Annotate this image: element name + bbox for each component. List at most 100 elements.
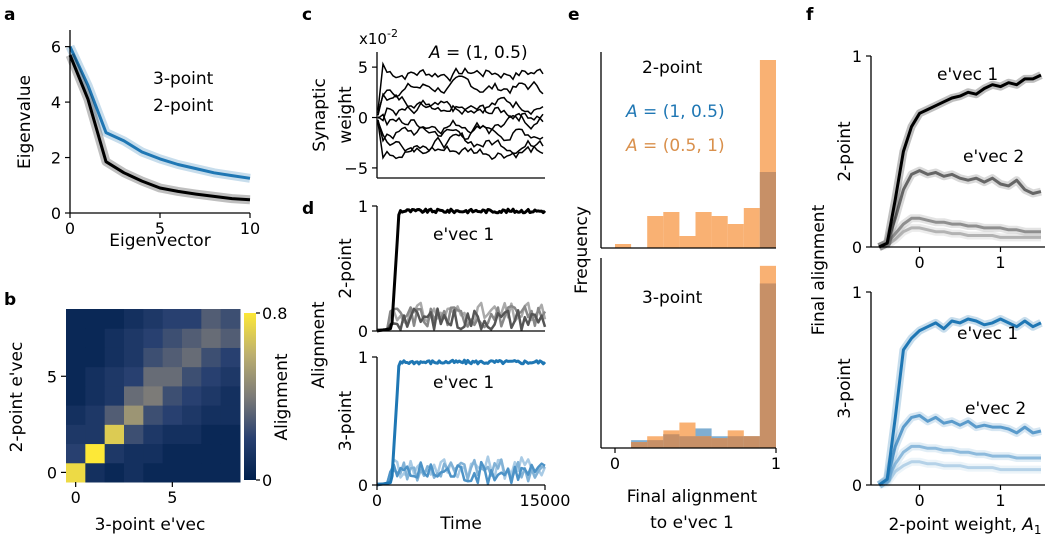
heatmap-cell: [104, 366, 125, 387]
heatmap-cell: [162, 385, 183, 406]
heatmap-cell: [66, 328, 86, 348]
e-2-point-bar-orange: [663, 212, 680, 248]
f-3-point-series-3: [878, 460, 1041, 487]
panel-label-b: b: [4, 290, 16, 310]
d-trace-2-point-1: [377, 307, 547, 332]
c-weight-trace: [377, 92, 544, 116]
a-x-label: Eigenvector: [109, 231, 210, 251]
heatmap-cell: [201, 443, 222, 464]
heatmap-cell: [201, 424, 222, 445]
heatmap-cell: [104, 347, 125, 368]
heatmap-cell: [66, 309, 86, 329]
a-legend-3point: 3-point: [153, 69, 214, 89]
f-y-label: Final alignment: [809, 204, 829, 335]
heatmap-cell: [124, 424, 144, 445]
heatmap-cell: [182, 309, 202, 329]
e-2-point-bar-orange: [743, 208, 760, 248]
b-colorbar-label: Alignment: [272, 353, 292, 440]
f-2-point-x-tick-label: 1: [995, 253, 1005, 272]
heatmap-cell: [85, 347, 106, 368]
b-colorbar-tick-label: 0.8: [262, 304, 287, 323]
e-2-point-bar-orange: [711, 216, 728, 248]
e-y-label: Frequency: [572, 206, 592, 294]
e-legend-2: A = (0.5, 1): [625, 136, 725, 156]
heatmap-cell: [143, 328, 164, 348]
heatmap-cell: [182, 462, 202, 483]
heatmap-cell: [85, 328, 106, 348]
e-3-point-bar-overlap: [759, 283, 776, 448]
heatmap-cell: [85, 366, 106, 387]
heatmap-cell: [220, 462, 241, 483]
f-3-point-x-tick-label: 1: [995, 491, 1005, 510]
e-x-label-line2: to e'vec 1: [650, 513, 734, 533]
heatmap-cell: [220, 309, 241, 329]
e-2-point-bar-orange: [679, 236, 696, 248]
e-3-point-bar-overlap: [743, 436, 760, 448]
e-legend-1: A = (1, 0.5): [625, 102, 725, 122]
heatmap-cell: [104, 443, 125, 464]
heatmap-cell: [182, 443, 202, 464]
heatmap-cell: [162, 309, 183, 329]
e-3-point-bar-overlap: [711, 438, 728, 448]
e-3-point-bar-overlap: [679, 436, 696, 448]
c-weight-trace: [377, 122, 544, 161]
heatmap-cell: [124, 328, 144, 348]
heatmap-cell: [85, 443, 106, 464]
panel-e-histograms: 2-point 3-point A = (1, 0.5) A = (0.5, 1) 0 1…: [572, 52, 781, 533]
c-y-tick-label: −5: [344, 159, 368, 178]
a-y-tick-label: 6: [51, 38, 61, 57]
heatmap-cell: [85, 462, 106, 483]
e-2-point-title: 2-point: [642, 58, 703, 78]
heatmap-cell: [104, 309, 125, 329]
d-2-point-y-label: 2-point: [336, 238, 356, 299]
c-scale-label: x10-2: [359, 27, 398, 48]
heatmap-cell: [104, 462, 125, 483]
b-x-tick-label: 5: [167, 488, 177, 507]
e-2-point-bar-orange: [727, 224, 744, 248]
e-x-label-line1: Final alignment: [627, 487, 758, 507]
heatmap-cell: [201, 462, 222, 483]
f-2-point-y-tick-label: 1: [852, 47, 862, 66]
panel-label-f: f: [806, 5, 814, 25]
heatmap-cell: [220, 424, 241, 445]
e-3-point-bar-overlap: [631, 442, 648, 448]
a-y-tick-label: 2: [51, 149, 61, 168]
c-y-tick-label: 0: [358, 109, 368, 128]
heatmap-cell: [104, 424, 125, 445]
heatmap-cell: [201, 347, 222, 368]
heatmap-cell: [182, 424, 202, 445]
panel-label-d: d: [302, 199, 314, 219]
d-x-label: Time: [439, 514, 482, 534]
heatmap-cell: [143, 309, 164, 329]
d-2-point-y-tick-label: 1: [358, 197, 368, 216]
f-2-point-label-1: e'vec 2: [963, 147, 1024, 167]
d-2-point-annotation: e'vec 1: [433, 225, 494, 245]
f-2-point-y-label: 2-point: [835, 121, 855, 182]
b-y-tick-label: 5: [47, 367, 57, 386]
heatmap-cell: [143, 443, 164, 464]
f-3-point-label-1: e'vec 2: [965, 399, 1026, 419]
heatmap-cell: [85, 385, 106, 406]
heatmap-cell: [162, 347, 183, 368]
heatmap-cell: [124, 462, 144, 483]
heatmap-cell: [85, 405, 106, 425]
f-x-label: 2-point weight, A1: [888, 515, 1041, 537]
f-3-point-y-tick-label: 1: [852, 283, 862, 302]
heatmap-cell: [182, 366, 202, 387]
c-weight-trace: [377, 75, 544, 114]
a-legend-2point: 2-point: [153, 96, 214, 116]
panel-label-a: a: [4, 5, 15, 25]
heatmap-cell: [143, 405, 164, 425]
e-x-tick-label: 0: [610, 454, 620, 473]
f-3-point-series-1: [878, 414, 1042, 487]
f-2-point-y-tick-label: 0: [852, 238, 862, 257]
heatmap-cell: [162, 462, 183, 483]
heatmap-cell: [220, 443, 241, 464]
d-3-point-y-tick-label: 0: [358, 476, 368, 495]
colorbar: [244, 313, 256, 480]
a-x-tick-label: 5: [155, 219, 165, 238]
heatmap-cell: [162, 405, 183, 425]
e-3-point-bar-overlap: [663, 434, 680, 448]
f-2-point-x-tick-label: 0: [914, 253, 924, 272]
